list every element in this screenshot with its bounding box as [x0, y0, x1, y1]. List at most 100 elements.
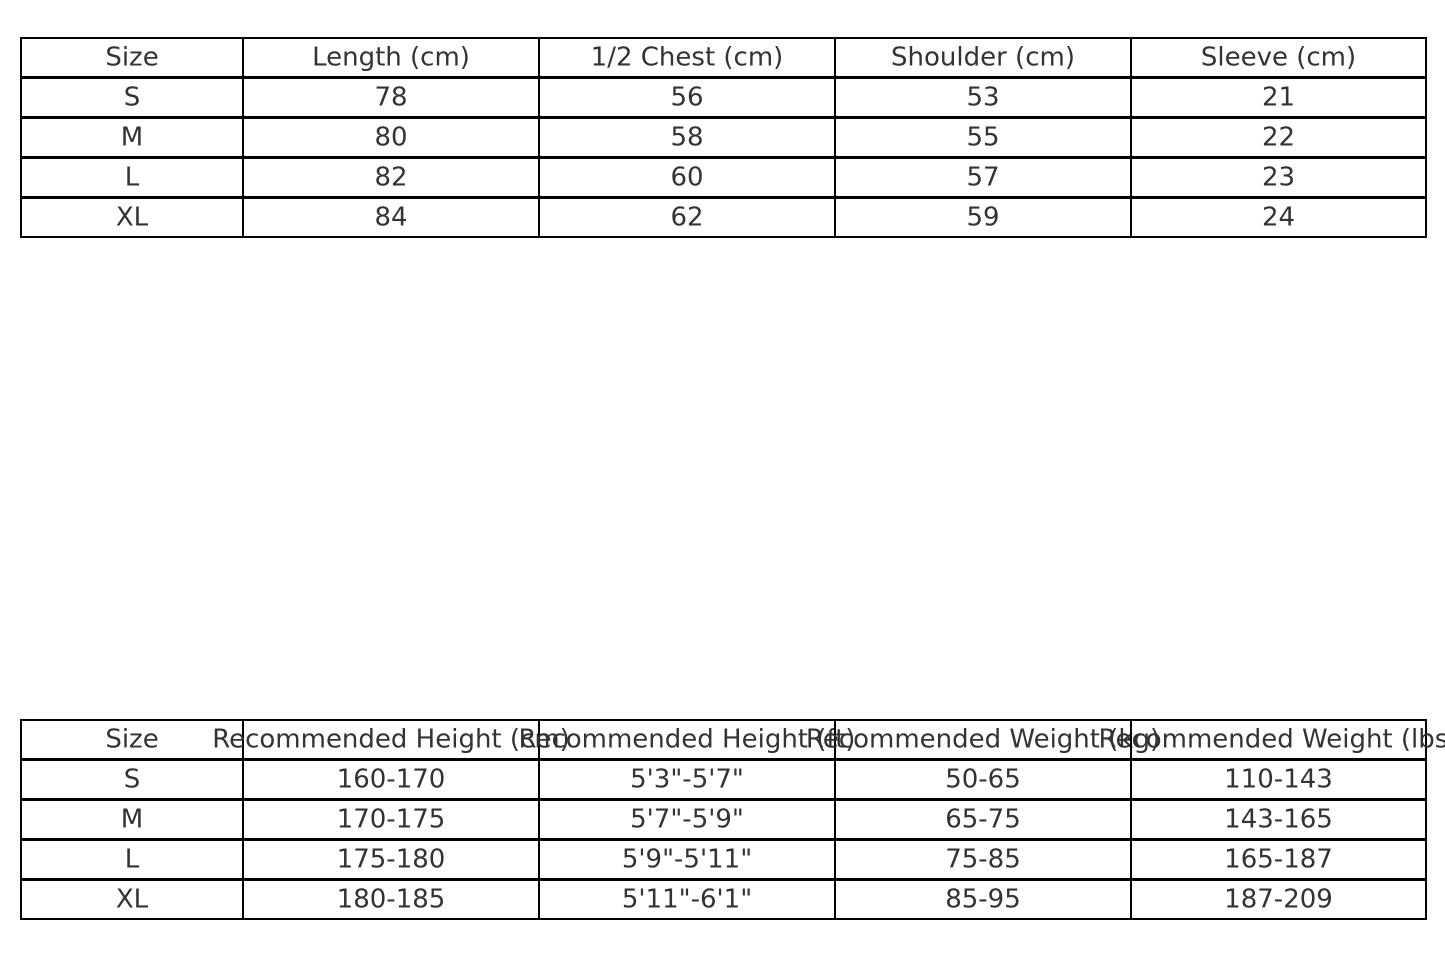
- table-cell: 59: [834, 197, 1132, 238]
- table-cell: L: [20, 157, 244, 198]
- cell-value: 58: [670, 121, 704, 152]
- cell-value: 53: [966, 81, 1000, 112]
- header-cell: Shoulder (cm): [834, 37, 1132, 78]
- cell-value: 84: [374, 201, 408, 232]
- cell-value: 21: [1261, 81, 1296, 112]
- cell-value: 82: [374, 161, 408, 192]
- cell-value: 50-65: [945, 763, 1021, 794]
- table-cell: S: [20, 759, 244, 800]
- cell-value: 5'3"-5'7": [630, 763, 744, 794]
- cell-value: 75-85: [945, 843, 1021, 874]
- header-label: Length (cm): [312, 41, 470, 72]
- cell-value: 23: [1261, 161, 1296, 192]
- recommendation-table: Size Recommended Height (cm) Recommended H…: [20, 719, 1445, 920]
- table-cell: M: [20, 799, 244, 840]
- header-label: Sleeve (cm): [1200, 41, 1357, 72]
- table-cell: 57: [834, 157, 1132, 198]
- table-cell: 5'7"-5'9": [538, 799, 836, 840]
- table-cell: 170-175: [242, 799, 540, 840]
- table-cell: 5'11"-6'1": [538, 879, 836, 920]
- table-cell: 55: [834, 117, 1132, 158]
- cell-value: M: [120, 803, 144, 834]
- table-cell: 56: [538, 77, 836, 118]
- cell-value: S: [123, 763, 141, 794]
- cell-value: 143-165: [1224, 803, 1333, 834]
- header-label: 1/2 Chest (cm): [590, 41, 784, 72]
- cell-value: 62: [670, 201, 704, 232]
- table-cell: 84: [242, 197, 540, 238]
- cell-value: 110-143: [1224, 763, 1333, 794]
- header-label: Recommended Height (cm): [212, 723, 570, 754]
- cell-value: 60: [670, 161, 704, 192]
- header-label: Shoulder (cm): [891, 41, 1075, 72]
- cell-value: M: [120, 121, 144, 152]
- table-cell: 85-95: [834, 879, 1132, 920]
- cell-value: 165-187: [1224, 843, 1333, 874]
- cell-value: 187-209: [1224, 883, 1333, 914]
- table-cell: 60: [538, 157, 836, 198]
- table-cell: 78: [242, 77, 540, 118]
- table-cell: 80: [242, 117, 540, 158]
- table-cell: 165-187: [1130, 839, 1427, 880]
- table-cell: 5'3"-5'7": [538, 759, 836, 800]
- cell-value: 5'9"-5'11": [621, 843, 753, 874]
- table-cell: 22: [1130, 117, 1427, 158]
- cell-value: 78: [374, 81, 408, 112]
- table-cell: 23: [1130, 157, 1427, 198]
- header-label: Recommended Height (ft): [518, 723, 856, 754]
- table-cell: S: [20, 77, 244, 118]
- cell-value: 22: [1261, 121, 1296, 152]
- cell-value: L: [124, 843, 140, 874]
- table-cell: 53: [834, 77, 1132, 118]
- cell-value: 65-75: [945, 803, 1021, 834]
- cell-value: 24: [1261, 201, 1296, 232]
- header-label: Size: [105, 723, 159, 754]
- table-cell: 143-165: [1130, 799, 1427, 840]
- header-cell: Recommended Height (cm): [212, 719, 570, 760]
- table-cell: 187-209: [1130, 879, 1427, 920]
- table-cell: 110-143: [1130, 759, 1427, 800]
- header-cell: Length (cm): [242, 37, 540, 78]
- cell-value: 55: [966, 121, 1000, 152]
- cell-value: 170-175: [336, 803, 446, 834]
- table-cell: 50-65: [834, 759, 1132, 800]
- cell-value: S: [123, 81, 141, 112]
- table-cell: 180-185: [242, 879, 540, 920]
- header-cell: Recommended Weight (kg): [806, 719, 1160, 760]
- header-label: Size: [105, 41, 159, 72]
- header-cell: Sleeve (cm): [1130, 37, 1427, 78]
- table-cell: XL: [20, 197, 244, 238]
- table-cell: 24: [1130, 197, 1427, 238]
- table-cell: M: [20, 117, 244, 158]
- header-label: Recommended Weight (lbs): [1098, 723, 1445, 754]
- table-cell: 65-75: [834, 799, 1132, 840]
- table-cell: XL: [20, 879, 244, 920]
- cell-value: 85-95: [945, 883, 1021, 914]
- header-cell: Recommended Height (ft): [519, 719, 855, 760]
- table-cell: 175-180: [242, 839, 540, 880]
- cell-value: 57: [966, 161, 1000, 192]
- cell-value: XL: [115, 883, 149, 914]
- cell-value: L: [124, 161, 140, 192]
- header-cell: Recommended Weight (lbs): [1099, 719, 1445, 760]
- header-cell: 1/2 Chest (cm): [538, 37, 836, 78]
- table-cell: 75-85: [834, 839, 1132, 880]
- cell-value: XL: [115, 201, 149, 232]
- cell-value: 160-170: [336, 763, 446, 794]
- table-cell: 82: [242, 157, 540, 198]
- cell-value: 5'11"-6'1": [621, 883, 753, 914]
- table-cell: 58: [538, 117, 836, 158]
- cell-value: 59: [966, 201, 1000, 232]
- measurements-table: Size Length (cm) 1/2 Chest (cm) Shoulder (c…: [20, 37, 1427, 238]
- cell-value: 180-185: [336, 883, 446, 914]
- cell-value: 56: [670, 81, 704, 112]
- table-cell: 160-170: [242, 759, 540, 800]
- header-label: Recommended Weight (kg): [805, 723, 1161, 754]
- cell-value: 175-180: [336, 843, 446, 874]
- cell-value: 80: [374, 121, 408, 152]
- header-cell: Size: [20, 719, 244, 760]
- table-cell: L: [20, 839, 244, 880]
- table-cell: 62: [538, 197, 836, 238]
- table-cell: 5'9"-5'11": [538, 839, 836, 880]
- cell-value: 5'7"-5'9": [630, 803, 744, 834]
